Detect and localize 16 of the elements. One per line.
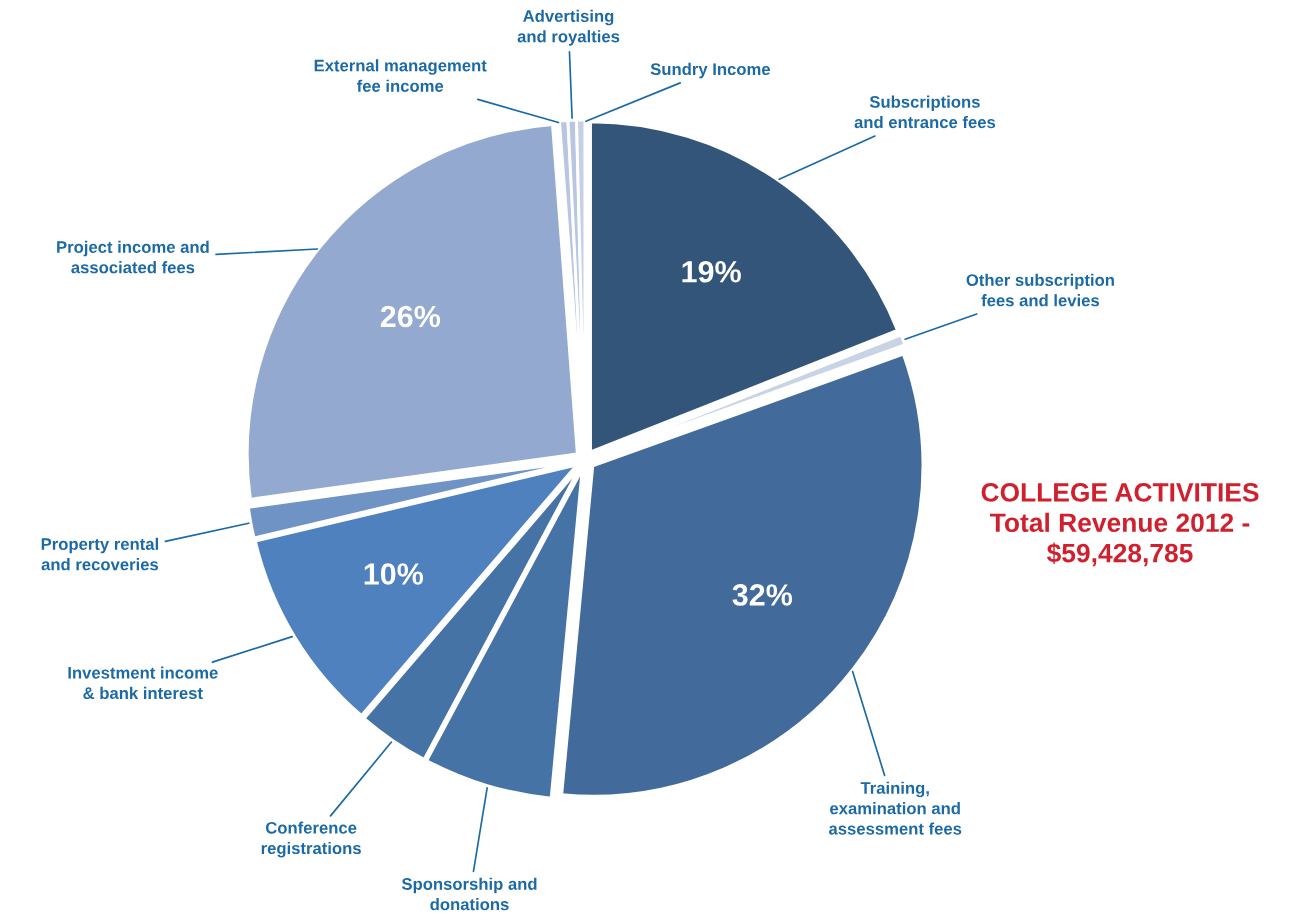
data-label: 10%: [364, 563, 424, 585]
data-label: 26%: [380, 305, 441, 328]
slice-label: Project income and associated fees: [57, 240, 209, 274]
slice-label: Investment income & bank interest: [68, 666, 218, 700]
slice-label: Advertising and royalties: [517, 9, 620, 46]
data-label: 32%: [732, 584, 793, 606]
slice-label: Training, examination and assessment fees: [828, 781, 962, 835]
slice-label: Subscriptions and entrance fees: [854, 95, 996, 129]
slice-label: Sundry Income: [650, 62, 771, 79]
slice-label: External management fee income: [314, 59, 487, 92]
slice-label: Property rental and recoveries: [41, 537, 159, 571]
text: COLLEGE ACTIVITIES Total Revenue 2012 - $59,428,785: [981, 483, 1259, 567]
slice-label: Conference registrations: [261, 821, 361, 858]
slice-label: Sponsorship and donations: [401, 877, 537, 911]
slice-label: Other subscription fees and levies: [966, 273, 1114, 307]
data-label: 19%: [682, 260, 741, 283]
